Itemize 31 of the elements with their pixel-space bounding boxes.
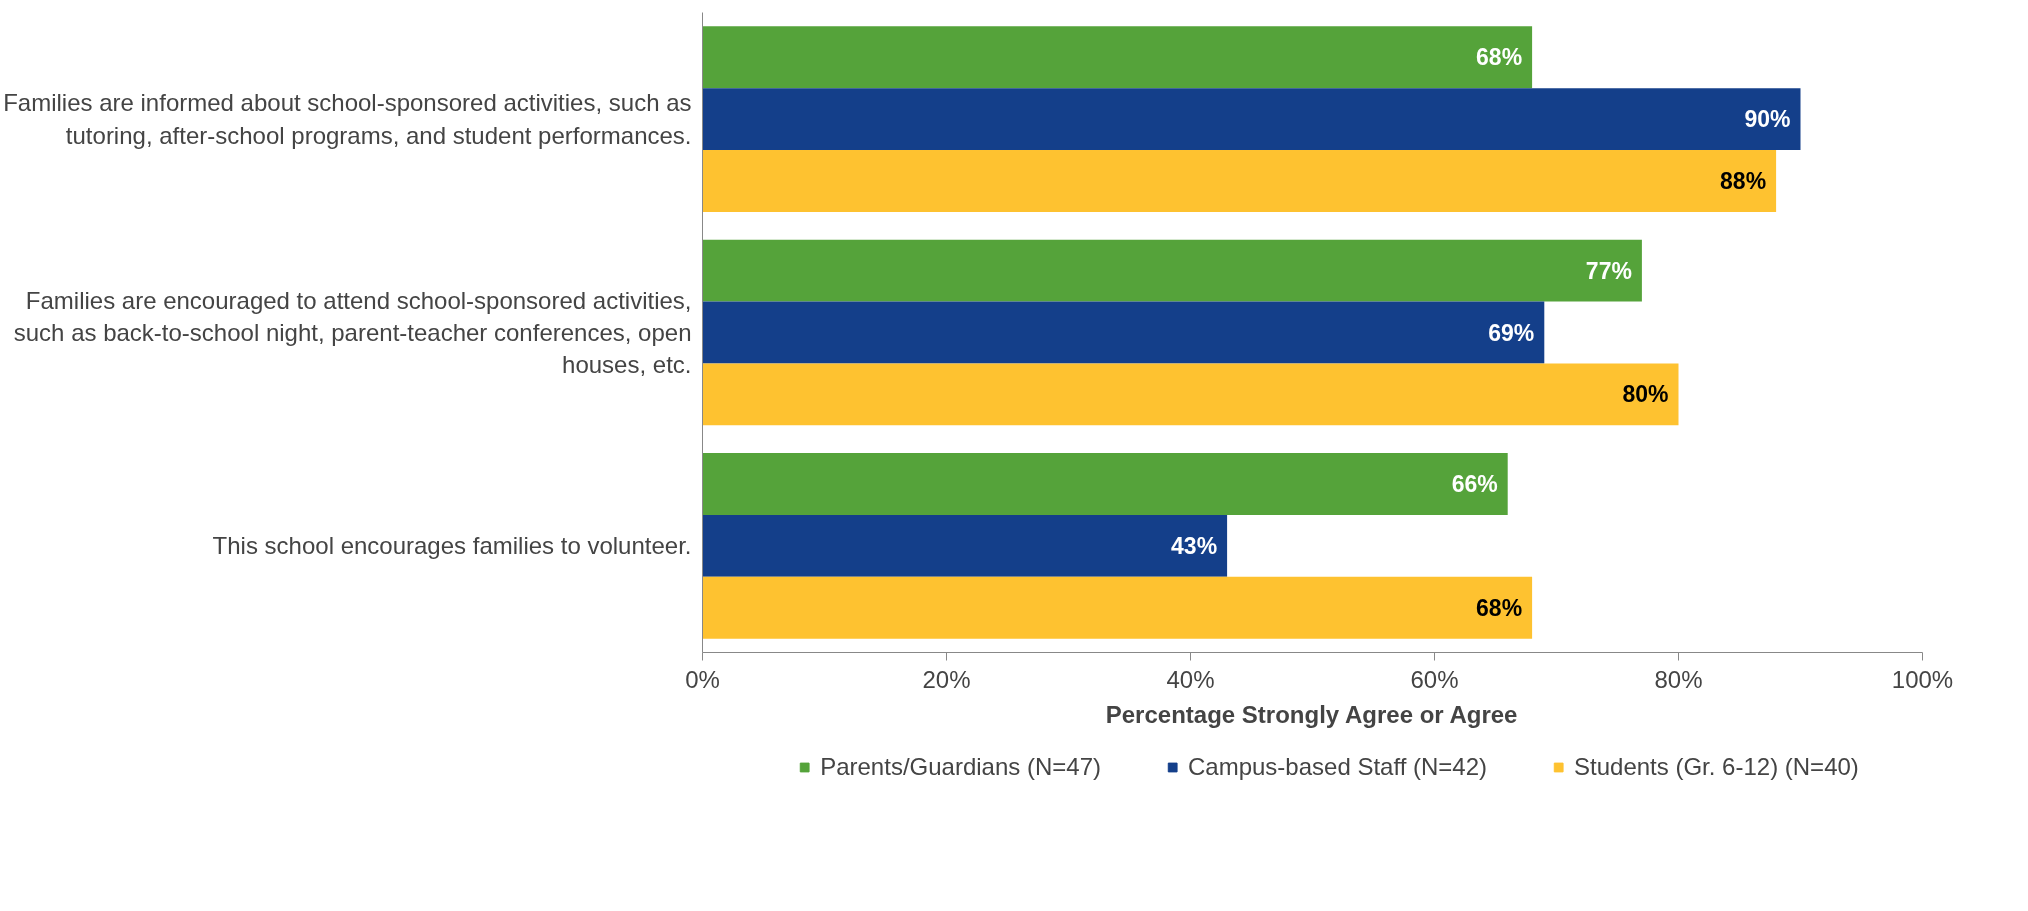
data-label: 69% (1488, 319, 1535, 346)
legend-label: Campus-based Staff (N=42) (1187, 753, 1488, 781)
data-label: 88% (1720, 168, 1767, 195)
bar (702, 576, 1533, 639)
bar (702, 514, 1228, 577)
bar (702, 363, 1679, 426)
legend-label: Students (Gr. 6-12) (N=40) (1574, 753, 1859, 781)
data-label: 80% (1622, 381, 1669, 408)
x-tick-label: 60% (1410, 665, 1459, 693)
x-tick-label: 100% (1891, 665, 1954, 693)
data-label: 77% (1585, 257, 1632, 284)
legend-label: Parents/Guardians (N=47) (820, 753, 1101, 781)
y-tick-label: This school encourages families to volunteer. (212, 532, 692, 560)
x-axis-title: Percentage Strongly Agree or Agree (1105, 700, 1518, 728)
bar (702, 88, 1801, 151)
x-tick-label: 20% (922, 665, 971, 693)
data-label: 90% (1744, 106, 1791, 133)
bar (702, 150, 1777, 212)
data-label: 68% (1476, 594, 1523, 621)
data-label: 43% (1171, 532, 1218, 559)
y-tick-label: Families are informed about school-sponsored activities, such as tutoring, after-school programs, and student performances. (3, 89, 692, 149)
data-label: 68% (1476, 44, 1523, 71)
x-tick-label: 40% (1166, 665, 1215, 693)
bar (702, 453, 1508, 515)
bar (702, 239, 1642, 302)
y-tick-label: Families are encouraged to attend school-sponsored activities, such as back-to-school night, parent-teacher conferences, open houses, etc. (13, 286, 692, 379)
bar (702, 26, 1533, 89)
x-tick-label: 0% (685, 665, 720, 693)
data-label: 66% (1451, 470, 1498, 497)
x-tick-label: 80% (1654, 665, 1703, 693)
bar (702, 301, 1545, 364)
